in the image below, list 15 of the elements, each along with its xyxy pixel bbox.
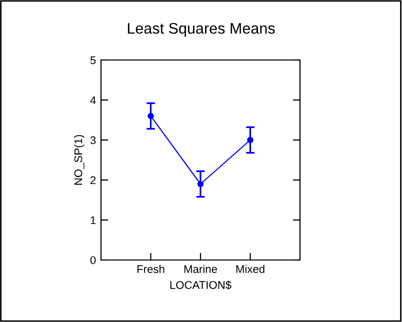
y-axis-title: NO_SP(1): [74, 135, 84, 185]
y-tick-label: 1: [90, 216, 96, 224]
x-tick-label: Marine: [184, 264, 217, 274]
x-axis-title: LOCATION$: [170, 280, 232, 290]
point: [247, 136, 254, 144]
y-tick-label: 0: [90, 256, 96, 264]
x-tick-label: Fresh: [137, 264, 164, 274]
y-tick-label: 4: [90, 96, 96, 104]
y-tick-label: 2: [90, 176, 96, 184]
chart-title: Least Squares Means: [128, 22, 275, 37]
y-tick-label: 3: [90, 136, 96, 144]
point: [148, 112, 154, 120]
point: [197, 180, 204, 188]
x-tick-label: Mixed: [236, 264, 264, 274]
y-tick-label: 5: [90, 56, 96, 64]
